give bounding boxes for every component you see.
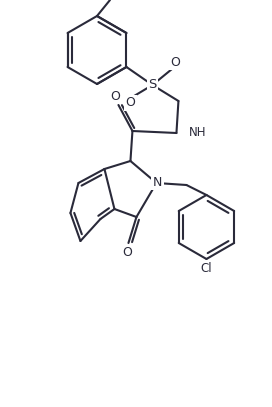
Text: Cl: Cl [201, 262, 212, 274]
Text: S: S [148, 79, 157, 92]
Text: N: N [153, 175, 162, 188]
Text: NH: NH [188, 127, 206, 140]
Text: O: O [122, 245, 132, 258]
Text: O: O [110, 90, 120, 103]
Text: O: O [171, 55, 180, 68]
Text: O: O [125, 96, 135, 109]
